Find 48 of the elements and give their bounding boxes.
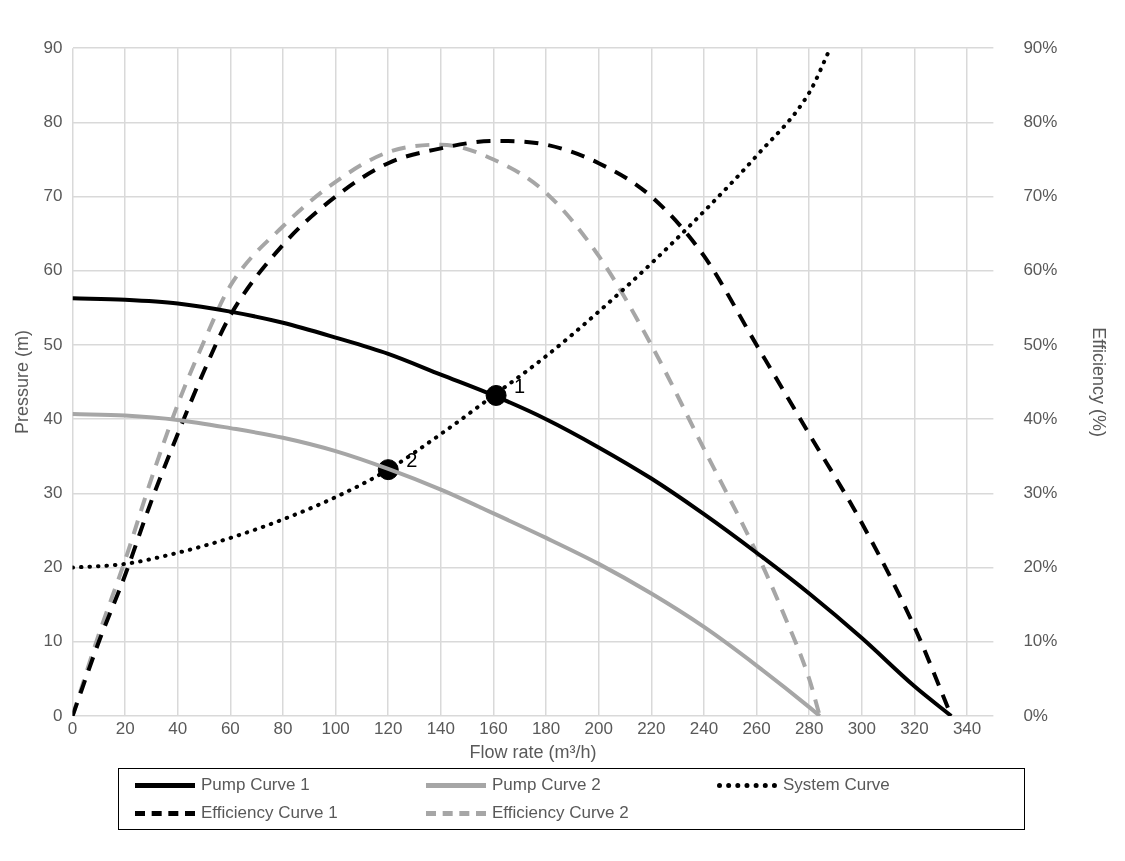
y2-tick-label: 10% <box>1023 631 1058 651</box>
y2-tick-label: 70% <box>1023 186 1058 206</box>
y2-tick-label: 40% <box>1023 408 1058 428</box>
x-tick-label: 0 <box>67 718 78 738</box>
annotation: 2 <box>406 449 418 472</box>
x-tick-label: 240 <box>689 718 719 738</box>
y-tick-label: 40 <box>43 408 63 428</box>
x-tick-label: 200 <box>584 718 613 738</box>
y-tick-label: 30 <box>43 483 63 503</box>
x-tick-label: 20 <box>115 718 135 738</box>
x-tick-label: 100 <box>321 718 350 738</box>
annotation: 1 <box>514 374 526 397</box>
legend-label: Pump Curve 2 <box>492 775 601 795</box>
y2-tick-label: 20% <box>1023 557 1058 577</box>
x-tick-label: 220 <box>637 718 666 738</box>
x-tick-label: 60 <box>220 718 240 738</box>
y-tick-label: 90 <box>43 37 63 57</box>
legend-label: System Curve <box>783 775 890 795</box>
y2-tick-label: 50% <box>1023 334 1058 354</box>
legend-label: Pump Curve 1 <box>201 775 310 795</box>
y2-axis-title: Efficiency (%) <box>1089 327 1110 437</box>
x-tick-label: 340 <box>952 718 982 738</box>
y-tick-label: 80 <box>43 112 63 132</box>
y2-tick-label: 60% <box>1023 260 1058 280</box>
x-tick-label: 320 <box>900 718 929 738</box>
legend-label: Efficiency Curve 2 <box>492 803 629 823</box>
y-tick-label: 60 <box>43 260 63 280</box>
y-tick-label: 20 <box>43 557 63 577</box>
x-tick-label: 120 <box>374 718 403 738</box>
y-tick-label: 70 <box>43 186 63 206</box>
y-axis-title: Pressure (m) <box>11 330 32 435</box>
x-tick-label: 280 <box>795 718 824 738</box>
y-tick-label: 0 <box>53 705 63 725</box>
x-tick-label: 80 <box>273 718 293 738</box>
x-tick-label: 140 <box>426 718 456 738</box>
x-tick-label: 40 <box>168 718 188 738</box>
x-tick-label: 300 <box>847 718 877 738</box>
x-tick-label: 180 <box>531 718 561 738</box>
legend-label: Efficiency Curve 1 <box>201 803 338 823</box>
y2-tick-label: 90% <box>1023 37 1058 57</box>
x-tick-label: 260 <box>742 718 771 738</box>
y-tick-label: 50 <box>43 334 63 354</box>
x-tick-label: 160 <box>479 718 508 738</box>
y-tick-label: 10 <box>43 631 63 651</box>
y2-tick-label: 0% <box>1023 705 1048 725</box>
y2-tick-label: 30% <box>1023 483 1058 503</box>
x-axis-title: Flow rate (m³/h) <box>469 742 597 763</box>
y2-tick-label: 80% <box>1023 112 1058 132</box>
